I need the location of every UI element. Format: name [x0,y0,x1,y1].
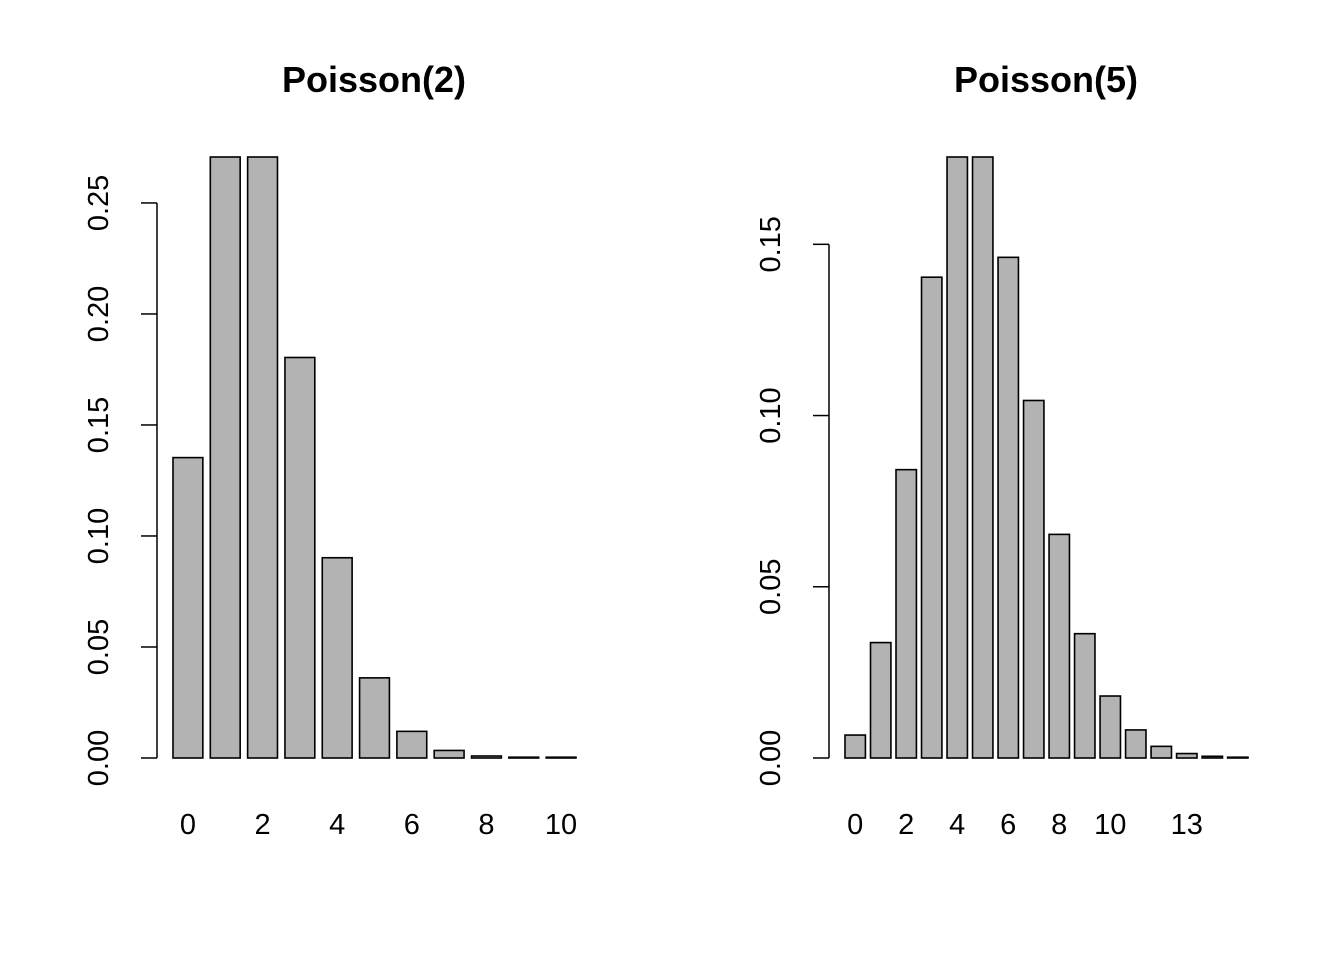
bar-5 [971,156,994,759]
y-tick-label: 0.15 [83,397,115,453]
y-tick-label: 0.05 [755,559,787,615]
y-tick-label: 0.10 [83,508,115,564]
bar-group [844,156,1249,759]
x-tick-label: 6 [1000,809,1016,841]
bar-12 [1150,745,1173,759]
x-tick-label: 13 [1171,809,1203,841]
x-tick-label: 6 [404,809,420,841]
x-tick-label: 4 [949,809,965,841]
x-axis-labels: 0 2 4 6 8 10 13 [847,809,1203,841]
bar-7 [1022,399,1045,759]
chart-panel-poisson-2: Poisson(2) 0.00 0.05 0.10 0.15 0.20 0.25 0 2 4 6… [83,59,577,841]
bar-15 [1226,756,1249,759]
bar-0 [844,734,867,759]
x-tick-label: 10 [1094,809,1126,841]
bar-2 [895,468,918,759]
bar-1 [209,156,241,759]
bar-11 [1124,729,1147,759]
bar-9 [508,756,540,759]
y-tick-label: 0.05 [83,619,115,675]
x-tick-label: 8 [1051,809,1067,841]
x-axis-labels: 0 2 4 6 8 10 [180,809,577,841]
bar-3 [920,276,943,759]
y-tick-label: 0.00 [755,730,787,786]
bar-8 [1048,533,1071,759]
bar-3 [284,356,316,759]
bar-8 [470,755,503,759]
y-axis: 0.00 0.05 0.10 0.15 [755,216,830,786]
bar-13 [1175,752,1198,759]
chart-panel-poisson-5: Poisson(5) 0.00 0.05 0.10 0.15 0 2 4 6 8 10 13 [755,59,1249,841]
bar-2 [246,156,279,759]
x-tick-label: 8 [478,809,494,841]
bar-10 [545,756,577,759]
x-tick-label: 0 [847,809,863,841]
bar-4 [946,156,969,759]
bar-5 [358,677,391,759]
y-tick-label: 0.00 [83,730,115,786]
x-tick-label: 2 [898,809,914,841]
bar-4 [321,556,353,759]
chart-title: Poisson(5) [954,59,1138,100]
bar-7 [433,749,465,759]
chart-title: Poisson(2) [282,59,466,100]
bar-6 [396,730,428,759]
y-tick-label: 0.25 [83,175,115,231]
bar-6 [997,256,1020,759]
bar-1 [869,641,892,759]
x-tick-label: 10 [545,809,577,841]
y-tick-label: 0.10 [755,387,787,443]
x-tick-label: 0 [180,809,196,841]
bar-14 [1201,755,1224,759]
y-tick-label: 0.15 [755,216,787,272]
x-tick-label: 4 [329,809,345,841]
bar-0 [172,456,204,759]
bar-10 [1099,695,1122,759]
x-tick-label: 2 [254,809,270,841]
bar-9 [1073,632,1096,759]
y-tick-label: 0.20 [83,286,115,342]
y-axis: 0.00 0.05 0.10 0.15 0.20 0.25 [83,175,158,786]
bar-group [172,156,577,759]
